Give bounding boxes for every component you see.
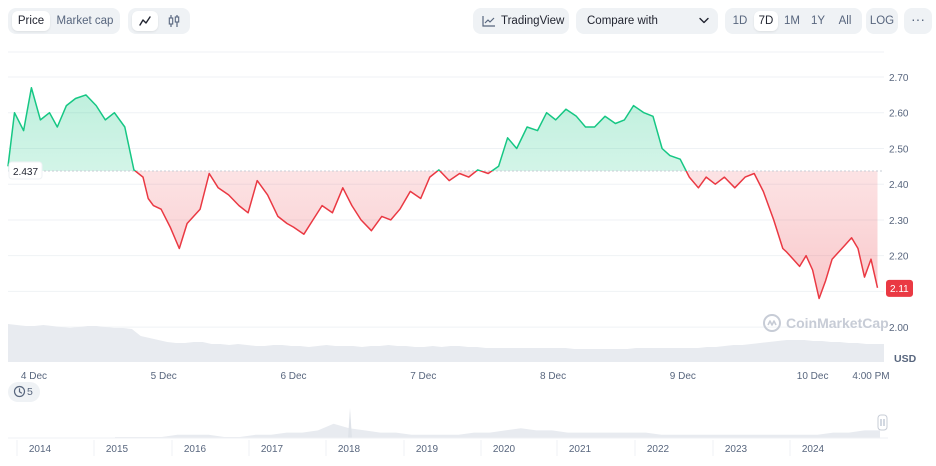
x-tick-label: 9 Dec (670, 371, 696, 382)
range-7d[interactable]: 7D (754, 11, 778, 31)
log-scale-button[interactable]: LOG (869, 15, 895, 27)
timeline-year-label: 2018 (338, 444, 361, 455)
timeline-year-label: 2021 (569, 444, 592, 455)
timeline-year-label: 2024 (802, 444, 825, 455)
baseline-label: 2.437 (13, 167, 38, 178)
annotations-count: 5 (27, 386, 33, 398)
last-price-label: 2.11 (890, 284, 909, 295)
annotations-button[interactable]: 5 (8, 382, 40, 402)
y-tick-label: 2.50 (889, 144, 909, 155)
x-tick-label: 7 Dec (410, 371, 436, 382)
tab-price[interactable]: Price (12, 11, 50, 31)
history-icon (13, 385, 26, 398)
chevron-down-icon (699, 17, 709, 24)
price-line-down (134, 170, 879, 300)
timeline-year-label: 2014 (29, 444, 52, 455)
axis-layer: 2.70 2.60 2.50 2.40 2.30 2.20 2.10 2.00 USD 4 Dec… (8, 73, 917, 382)
tradingview-chart-icon (482, 16, 495, 27)
compare-with-label: Compare with (587, 15, 658, 27)
more-options-button[interactable]: ··· (904, 8, 932, 34)
timeline-year-label: 2020 (493, 444, 516, 455)
y-unit-label: USD (894, 353, 917, 365)
watermark: CoinMarketCap (763, 314, 889, 332)
timeline-navigator: 2014 2015 2016 2017 2018 2019 2020 2021 2022 2023… (8, 404, 888, 456)
grid-layer (8, 51, 884, 328)
x-tick-label: 6 Dec (280, 371, 306, 382)
x-tick-label: 8 Dec (540, 371, 566, 382)
timeline-year-label: 2019 (416, 444, 439, 455)
chart-type-toggle (128, 8, 190, 34)
volume-area (8, 324, 884, 362)
range-1m[interactable]: 1M (784, 15, 800, 27)
above-baseline-fill (8, 87, 687, 171)
range-1y[interactable]: 1Y (810, 15, 826, 27)
last-price-badge (886, 279, 913, 297)
range-1d[interactable]: 1D (732, 15, 748, 27)
log-toggle-group: LOG (866, 8, 898, 34)
timeline-track (8, 404, 888, 438)
x-tick-label: 4:00 PM (852, 371, 889, 382)
y-tick-label: 2.40 (889, 180, 909, 191)
tradingview-button[interactable]: TradingView (473, 8, 569, 34)
tradingview-label: TradingView (501, 15, 565, 27)
timeline-year-label: 2017 (261, 444, 284, 455)
compare-with-dropdown[interactable]: Compare with (576, 8, 718, 34)
below-baseline-fill (8, 170, 878, 299)
x-tick-label: 10 Dec (797, 371, 829, 382)
timeline-year-label: 2022 (647, 444, 670, 455)
timeline-year-label: 2023 (725, 444, 748, 455)
y-tick-label: 2.00 (889, 323, 909, 334)
timeline-year-label: 2016 (184, 444, 207, 455)
x-tick-label: 4 Dec (21, 371, 47, 382)
y-tick-label: 2.70 (889, 73, 909, 84)
timeline-spike (348, 408, 352, 438)
price-line-up (7, 86, 688, 171)
baseline-label-box (8, 161, 43, 180)
volume-area-shape (8, 324, 884, 362)
y-tick-label: 2.10 (889, 287, 909, 298)
coinmarketcap-logo-icon (763, 314, 781, 332)
timeline-year-label: 2015 (106, 444, 129, 455)
y-tick-label: 2.30 (889, 216, 909, 227)
x-tick-label: 5 Dec (151, 371, 177, 382)
timeline-history-shape (115, 423, 880, 438)
y-tick-label: 2.60 (889, 109, 909, 120)
price-line-layer (7, 86, 879, 300)
price-fill-layer (8, 87, 884, 299)
price-marketcap-toggle: Price Market cap (8, 8, 120, 34)
timeline-range-handle (877, 414, 888, 431)
line-chart-icon (139, 16, 151, 26)
candlestick-icon (168, 15, 180, 27)
y-tick-label: 2.20 (889, 252, 909, 263)
tab-market-cap[interactable]: Market cap (56, 15, 114, 27)
range-all[interactable]: All (838, 15, 852, 27)
range-selector: 1D 7D 1M 1Y All (725, 8, 862, 34)
candlestick-chart-button[interactable] (161, 11, 187, 31)
watermark-text: CoinMarketCap (786, 315, 889, 331)
chart-toolbar: Price Market cap TradingView Compare wit… (0, 0, 936, 42)
line-chart-button[interactable] (132, 11, 158, 31)
